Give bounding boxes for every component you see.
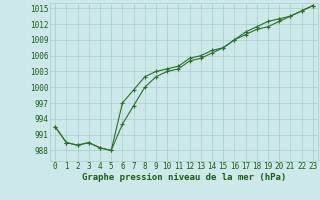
X-axis label: Graphe pression niveau de la mer (hPa): Graphe pression niveau de la mer (hPa) xyxy=(82,173,286,182)
